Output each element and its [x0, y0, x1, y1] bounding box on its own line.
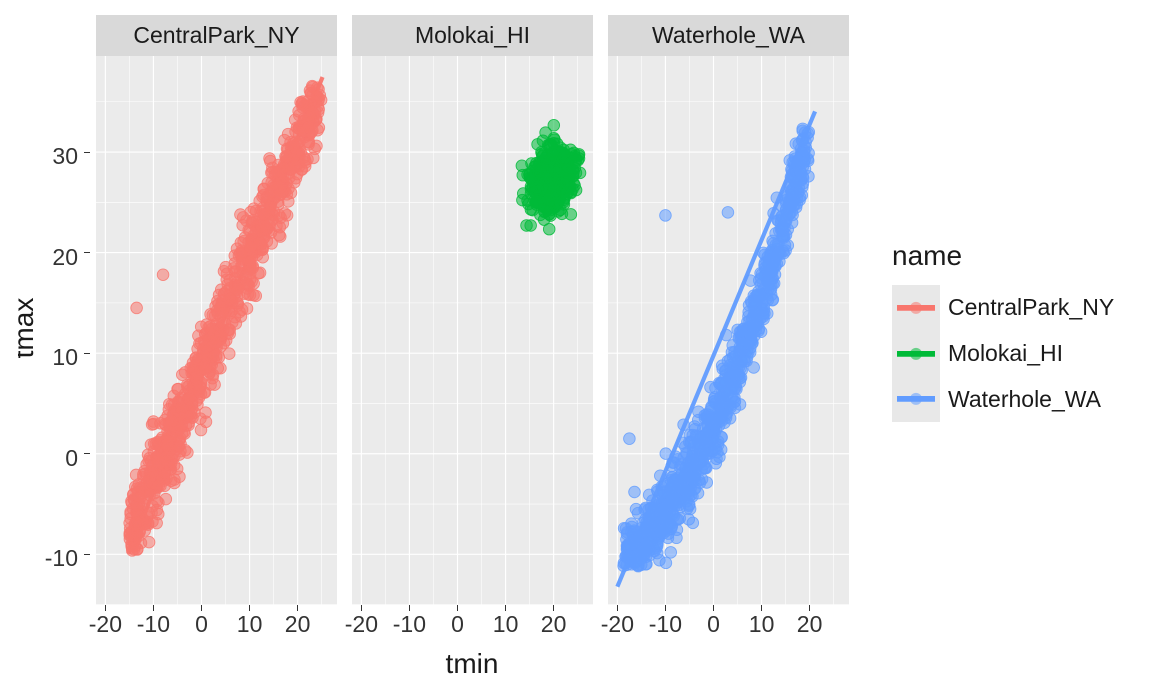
svg-text:tmax: tmax — [18, 298, 39, 359]
